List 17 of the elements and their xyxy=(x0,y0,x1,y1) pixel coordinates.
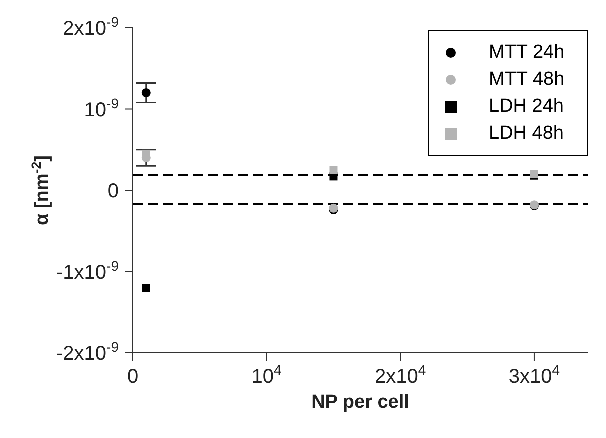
x-tick-label: 10$^{4}$ xyxy=(252,362,282,388)
x-axis-title: NP per cell xyxy=(312,392,410,413)
legend-label: LDH 24h xyxy=(489,96,564,118)
y-tick-label: 10$^{-9}$ xyxy=(84,95,120,122)
x-tick-label: 2x10$^{4}$ xyxy=(375,362,426,388)
legend-label: LDH 48h xyxy=(489,122,564,144)
x-tick-label: 0 xyxy=(127,366,139,388)
y-tick-label: -2x10$^{-9}$ xyxy=(56,339,120,365)
y-tick-label: -1x10$^{-9}$ xyxy=(56,258,120,284)
y-tick-label: 0 xyxy=(108,180,119,202)
point xyxy=(330,166,338,174)
x-tick-label: 3x10$^{4}$ xyxy=(508,362,560,388)
legend-label: MTT 24h xyxy=(489,42,565,64)
legend-label: MTT 48h xyxy=(489,68,565,90)
point xyxy=(142,284,150,292)
y-tick-label: 2x10$^{-9}$ xyxy=(63,14,120,40)
point xyxy=(142,88,151,98)
